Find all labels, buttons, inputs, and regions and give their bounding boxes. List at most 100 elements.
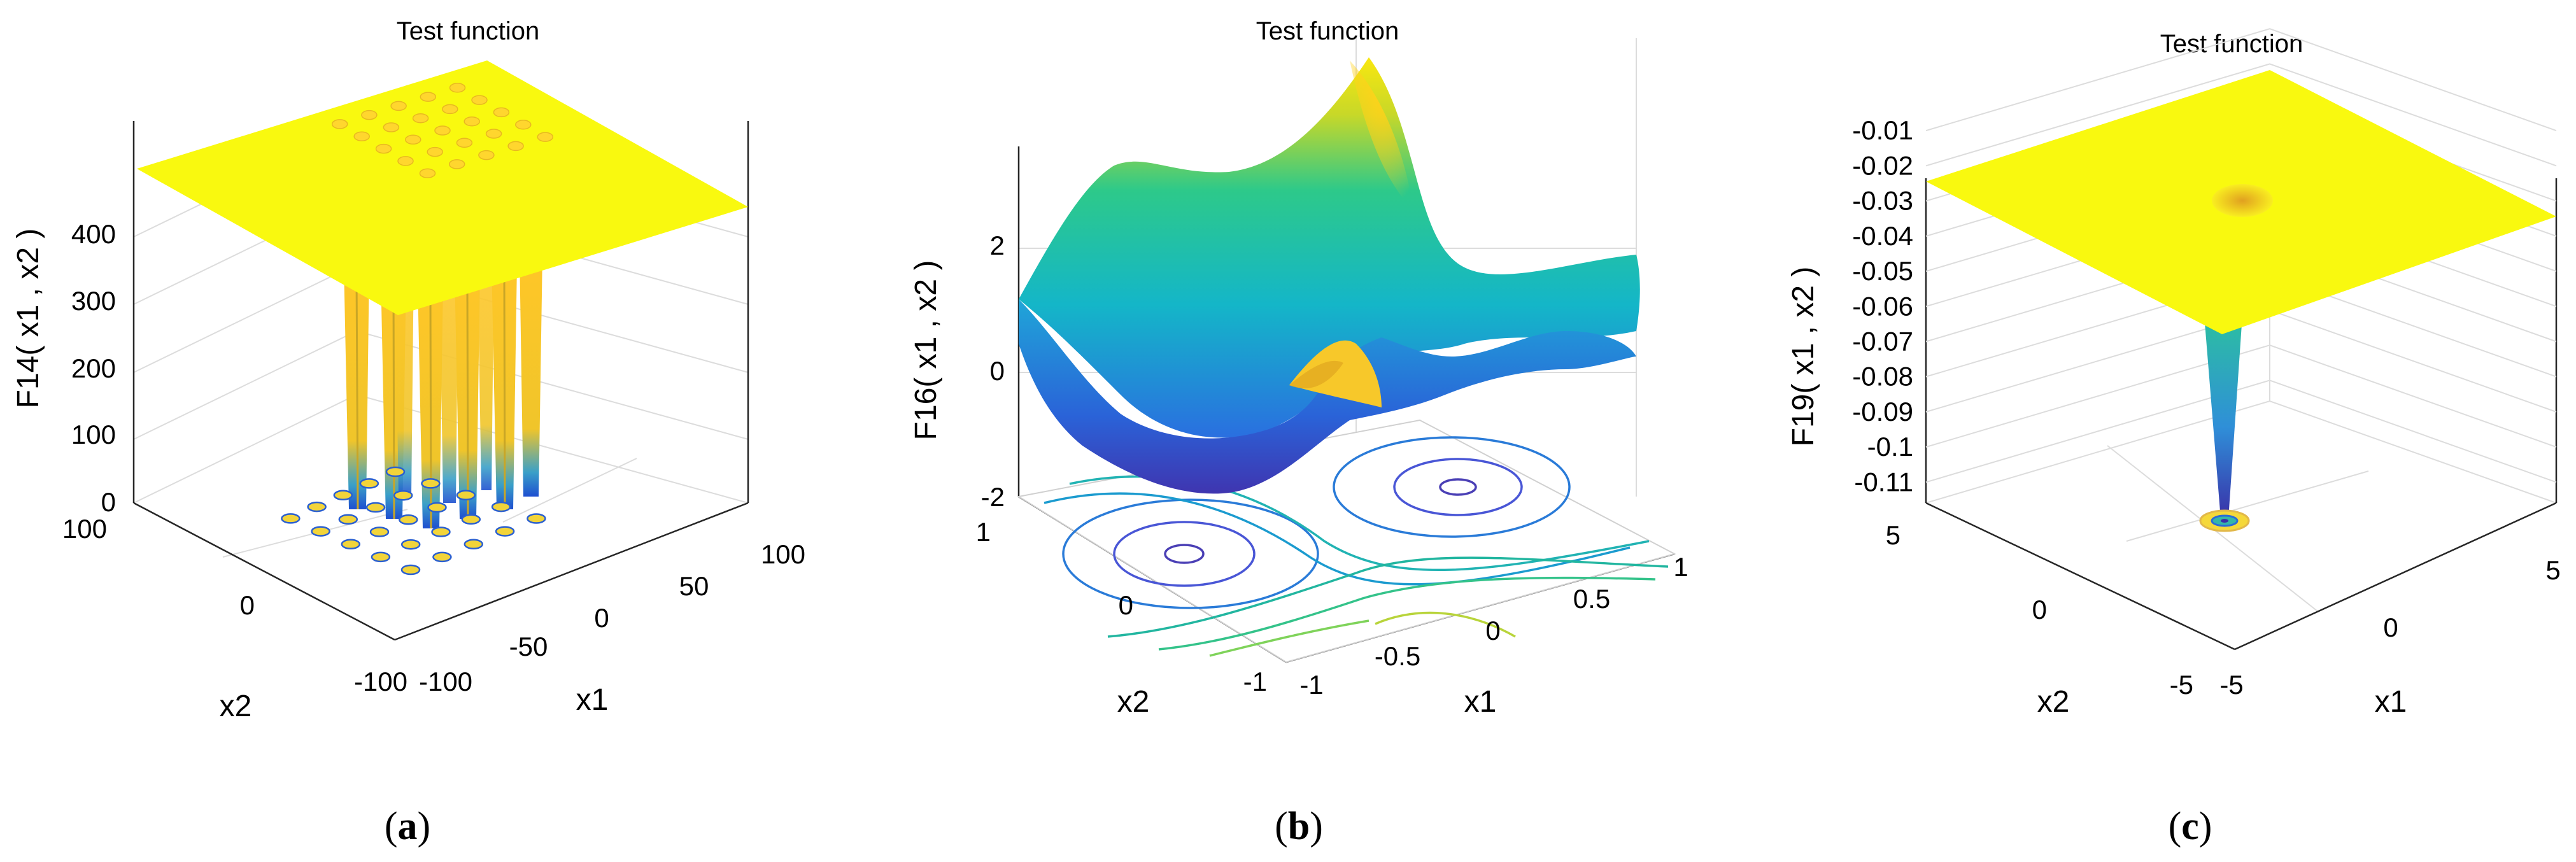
panel-b-surface (1019, 57, 1640, 494)
panel-a-xtick: 50 (679, 571, 709, 601)
panel-c-plateau-hole (2212, 184, 2273, 217)
panel-a-xtick: 100 (761, 539, 805, 569)
panel-a-floor-contour (333, 490, 353, 501)
panel-c-minimum-point (2221, 519, 2228, 523)
panel-a-floor-contour (307, 501, 327, 512)
panel-a-minimum-dimple (456, 138, 473, 148)
panel-c-ytick: 5 (1886, 520, 1900, 550)
panel-a-minimum-dimple (397, 156, 414, 166)
panel-a-floor-contour (400, 539, 421, 550)
panel-a-xtick: 0 (594, 603, 609, 633)
panel-a-floor-contour (456, 490, 476, 501)
panel-a-minimum-dimple (537, 132, 554, 142)
panel-a-minimum-dimple (383, 122, 400, 132)
panel-a-minimum-dimple (412, 113, 429, 124)
panel-a-minimum-dimple (420, 92, 437, 102)
panel-a-minimum-dimple (448, 159, 465, 169)
panel-c-ztick: -0.06 (1852, 291, 1913, 321)
panel-c-caption: (c) (2169, 805, 2212, 848)
panel-a-xtick: -50 (509, 632, 548, 661)
panel-c-ztick: -0.05 (1852, 256, 1913, 286)
panel-b-floor-contours (1044, 436, 1669, 657)
panel-c-axes-box (1925, 172, 2558, 651)
panel-a-ztick: 300 (71, 286, 116, 316)
panel-b-ytick: 0 (1119, 590, 1133, 620)
panel-a-minimum-dimple (434, 125, 451, 136)
panel-c-xtick: 5 (2545, 555, 2560, 585)
panel-a-minimum-dimple (375, 143, 392, 154)
panel-b-ztick: -2 (981, 482, 1005, 512)
panel-a-minimum-dimple (478, 150, 495, 160)
panel-a-ytick: 0 (240, 590, 255, 620)
panel-c-ztick: -0.1 (1867, 432, 1913, 462)
panel-a-ytick: 100 (62, 514, 107, 544)
panel-c-zgrid-line (1925, 379, 2557, 483)
panel-c-funnel (2204, 315, 2242, 519)
panel-a-minimum-dimple (485, 129, 502, 139)
panel-a-floor-contour (527, 513, 546, 524)
panel-a-ztick: 200 (71, 353, 116, 383)
panel-a-minimum-dimple (449, 83, 466, 93)
panel-a-ylabel: x2 (220, 689, 252, 723)
panel-c-xtick: 0 (2383, 612, 2398, 642)
panel-b-xtick: 0 (1485, 616, 1500, 646)
panel-a-minimum-dimple (515, 120, 532, 130)
panel-b: Test function (909, 17, 1688, 848)
panel-a-floor-contour (431, 526, 451, 537)
panel-b-ylabel: x2 (1117, 685, 1150, 719)
panel-c-zgrid-line (1925, 63, 2557, 167)
panel-c-yticks: 5 0 -5 (1886, 520, 2193, 700)
panel-a-floor-contour (341, 539, 361, 550)
panel-a-floor-contour (427, 502, 447, 513)
panel-a-minimum-dimple (442, 104, 458, 115)
panel-c-zlabel: F19( x1 , x2 ) (1787, 267, 1820, 447)
panel-a-xtick: -100 (419, 667, 472, 696)
panel-b-title: Test function (1256, 17, 1399, 45)
panel-a-floor-contour (400, 564, 421, 576)
panel-a-floor-contour (432, 551, 452, 563)
panel-a-floor-contour (495, 526, 515, 537)
panel-b-xticks: -1 -0.5 0 0.5 1 (1299, 552, 1688, 700)
panel-b-xtick: 0.5 (1573, 584, 1610, 614)
panel-c-ztick: -0.07 (1852, 327, 1913, 357)
panel-a-minima-dimples (331, 83, 554, 178)
panel-c-ztick: -0.11 (1854, 467, 1913, 497)
panel-a-minimum-dimple (507, 141, 524, 152)
panel-c-ylabel: x2 (2037, 685, 2070, 719)
panel-b-xtick: -1 (1299, 670, 1323, 700)
panel-a-minimum-dimple (405, 134, 421, 145)
panel-a-minimum-dimple (331, 119, 348, 129)
panel-a-spikes (344, 255, 542, 529)
panel-a-ztick: 100 (71, 420, 116, 449)
panel-a-floor-contour (464, 539, 484, 550)
panel-a-floor-contour (421, 478, 441, 489)
panel-a-floor-contour (461, 514, 481, 525)
panel-c-ztick: -0.01 (1852, 115, 1913, 145)
panel-a-minimum-dimple (361, 110, 378, 120)
panel-c-xlabel: x1 (2375, 685, 2407, 719)
panel-a-ztick: 0 (101, 487, 116, 517)
panel-c-ytick: 0 (2032, 595, 2047, 625)
panel-a-floor-contour (399, 514, 418, 525)
panel-a-caption: (a) (385, 805, 430, 848)
panel-b-caption: (b) (1275, 805, 1323, 848)
panel-a-ztick: 400 (71, 219, 116, 249)
panel-a-zticks: 0 100 200 300 400 (71, 219, 116, 517)
panel-a-minimum-dimple (493, 107, 510, 118)
panel-a-minimum-dimple (353, 131, 370, 141)
panel-c-zgrid-line (1925, 28, 2557, 132)
panel-a-zlabel: F14( x1 , x2 ) (11, 229, 45, 409)
panel-a-floor-contour (338, 514, 358, 525)
panel-a-floor-contour (393, 490, 413, 501)
panel-c-ztick: -0.09 (1852, 397, 1913, 427)
panel-a-floor-contour (365, 502, 386, 513)
panel-b-yticks: 1 0 -1 (976, 517, 1267, 696)
panel-a-floor-contour (281, 513, 301, 524)
panel-c-xticks: -5 0 5 (2219, 555, 2560, 700)
panel-a-xticks: -100 -50 0 50 100 (419, 539, 805, 696)
panel-a: Test function (11, 17, 805, 848)
panel-b-ytick: -1 (1243, 667, 1267, 696)
panel-c-ztick: -0.03 (1852, 186, 1913, 216)
panel-a-floor-contour (311, 526, 330, 537)
panel-a-floor-contour (369, 526, 390, 537)
